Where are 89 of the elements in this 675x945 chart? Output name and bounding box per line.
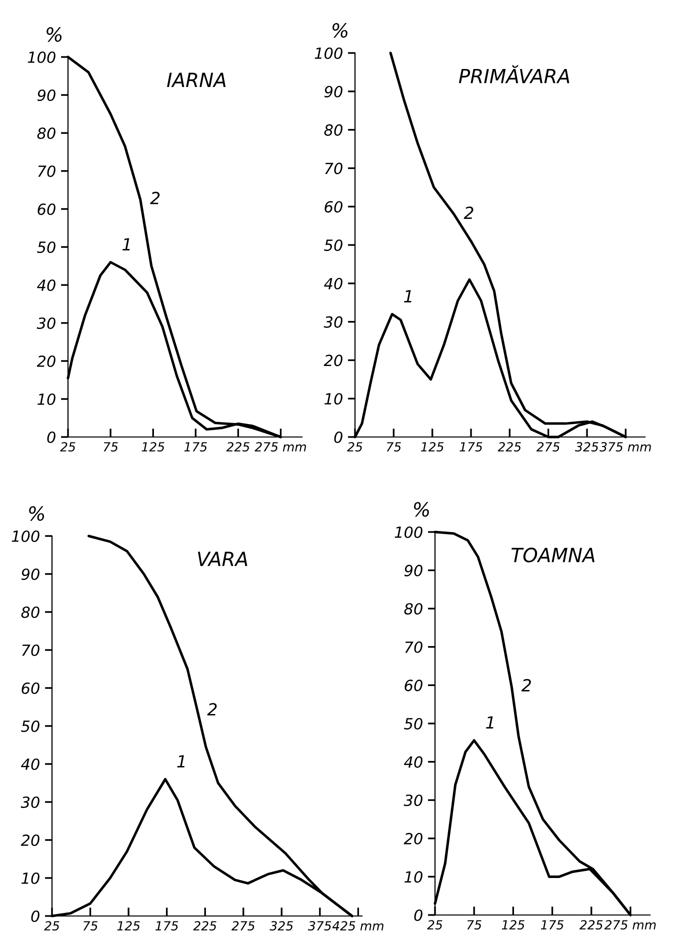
y-tick-label: 90 xyxy=(324,86,342,98)
x-tick-label: 175 xyxy=(184,442,207,452)
y-tick-label: 10 xyxy=(404,871,422,883)
x-tick-label: 225 xyxy=(579,920,603,930)
x-tick-label: 25 xyxy=(60,442,76,452)
x-tick-label: 275 mm xyxy=(254,442,306,452)
x-tick-label: 75 xyxy=(104,442,118,452)
y-tick-label: 100 xyxy=(314,47,342,60)
x-tick-label: 125 xyxy=(117,921,140,931)
y-tick-label: 40 xyxy=(324,278,342,290)
y-tick-label: 10 xyxy=(38,393,56,406)
y-tick-label: 90 xyxy=(21,568,40,580)
y-tick-label: 20 xyxy=(36,355,56,368)
text: PRIMĂVARA xyxy=(458,65,570,84)
x-tick-label: 125 xyxy=(502,920,524,930)
y-tick-label: 50 xyxy=(404,718,422,730)
y-tick-label: 0 xyxy=(334,431,342,444)
y-tick-label: 10 xyxy=(324,393,342,405)
y-tick-label: 40 xyxy=(404,756,422,768)
y-tick-label: 20 xyxy=(20,834,40,846)
x-tick-label: 225 xyxy=(193,921,216,931)
x-tick-label: 25 xyxy=(44,921,60,931)
y-tick-label: 20 xyxy=(404,832,422,844)
y-tick-label: 100 xyxy=(28,51,56,64)
y-axis-title: % xyxy=(29,506,44,521)
y-tick-label: 60 xyxy=(324,201,342,213)
x-tick-label: 175 xyxy=(540,920,564,930)
y-tick-label: 70 xyxy=(22,644,40,656)
y-tick-label: 60 xyxy=(22,682,40,694)
series-label: 2 xyxy=(521,678,531,692)
x-tick-label: 275 mm xyxy=(604,920,656,930)
x-tick-label: 75 xyxy=(467,920,482,930)
y-tick-label: 50 xyxy=(37,241,56,254)
x-tick-label: 225 xyxy=(226,442,250,452)
text: TOAMNA xyxy=(512,548,594,562)
x-tick-label: 175 xyxy=(155,921,178,931)
x-tick-label: 125 xyxy=(142,442,164,452)
series-label: 2 xyxy=(150,192,160,204)
x-tick-label: 225 xyxy=(498,442,521,452)
y-tick-label: 80 xyxy=(37,127,56,140)
x-tick-label: 275 xyxy=(536,442,560,452)
x-tick-label: 75 xyxy=(386,442,401,452)
x-tick-label: 25 xyxy=(347,442,362,452)
x-tick-label: 25 xyxy=(427,920,442,930)
y-tick-label: 20 xyxy=(324,354,342,366)
y-axis-title: % xyxy=(414,502,429,517)
y-tick-label: 90 xyxy=(37,89,56,102)
x-tick-label: 75 xyxy=(83,921,98,931)
x-tick-label: 175 xyxy=(460,442,482,452)
y-tick-label: 30 xyxy=(404,794,422,806)
y-tick-label: 40 xyxy=(37,279,56,292)
y-tick-label: 80 xyxy=(324,124,342,136)
series-label: 2 xyxy=(207,703,217,716)
x-tick-label: 375 mm xyxy=(600,442,651,452)
y-tick-label: 50 xyxy=(21,720,40,732)
y-tick-label: 100 xyxy=(12,530,40,542)
x-tick-label: 125 xyxy=(421,442,444,452)
series-label: 1 xyxy=(486,716,494,729)
x-tick-label: 325 xyxy=(270,921,293,931)
series-label: 1 xyxy=(122,238,130,250)
y-tick-label: 30 xyxy=(36,317,56,330)
y-axis-title: % xyxy=(332,23,348,38)
y-tick-label: 70 xyxy=(405,641,422,653)
y-tick-label: 100 xyxy=(394,526,422,538)
y-tick-label: 70 xyxy=(38,165,56,178)
y-tick-label: 90 xyxy=(404,564,422,576)
y-tick-label: 40 xyxy=(21,758,40,770)
y-tick-label: 80 xyxy=(21,606,40,618)
y-tick-label: 60 xyxy=(404,680,422,692)
series-label: 1 xyxy=(177,755,184,768)
y-tick-label: 30 xyxy=(324,316,342,328)
y-tick-label: 60 xyxy=(38,203,56,216)
text: IARNA xyxy=(167,72,226,87)
x-tick-label: 275 xyxy=(231,921,255,931)
y-tick-label: 50 xyxy=(324,239,342,252)
y-tick-label: 0 xyxy=(47,431,56,444)
y-tick-label: 0 xyxy=(414,909,422,922)
x-tick-label: 425 mm xyxy=(332,921,384,931)
series-label: 2 xyxy=(464,206,474,219)
x-tick-label: 325 xyxy=(575,442,598,452)
y-tick-label: 30 xyxy=(20,796,40,808)
y-tick-label: 80 xyxy=(404,603,422,615)
text: VARA xyxy=(198,552,248,566)
y-tick-label: 10 xyxy=(22,872,40,884)
y-tick-label: 0 xyxy=(31,910,40,922)
y-tick-label: 70 xyxy=(325,162,342,174)
x-tick-label: 375 xyxy=(308,921,332,931)
y-axis-title: % xyxy=(46,27,62,42)
series-label: 1 xyxy=(404,290,412,302)
